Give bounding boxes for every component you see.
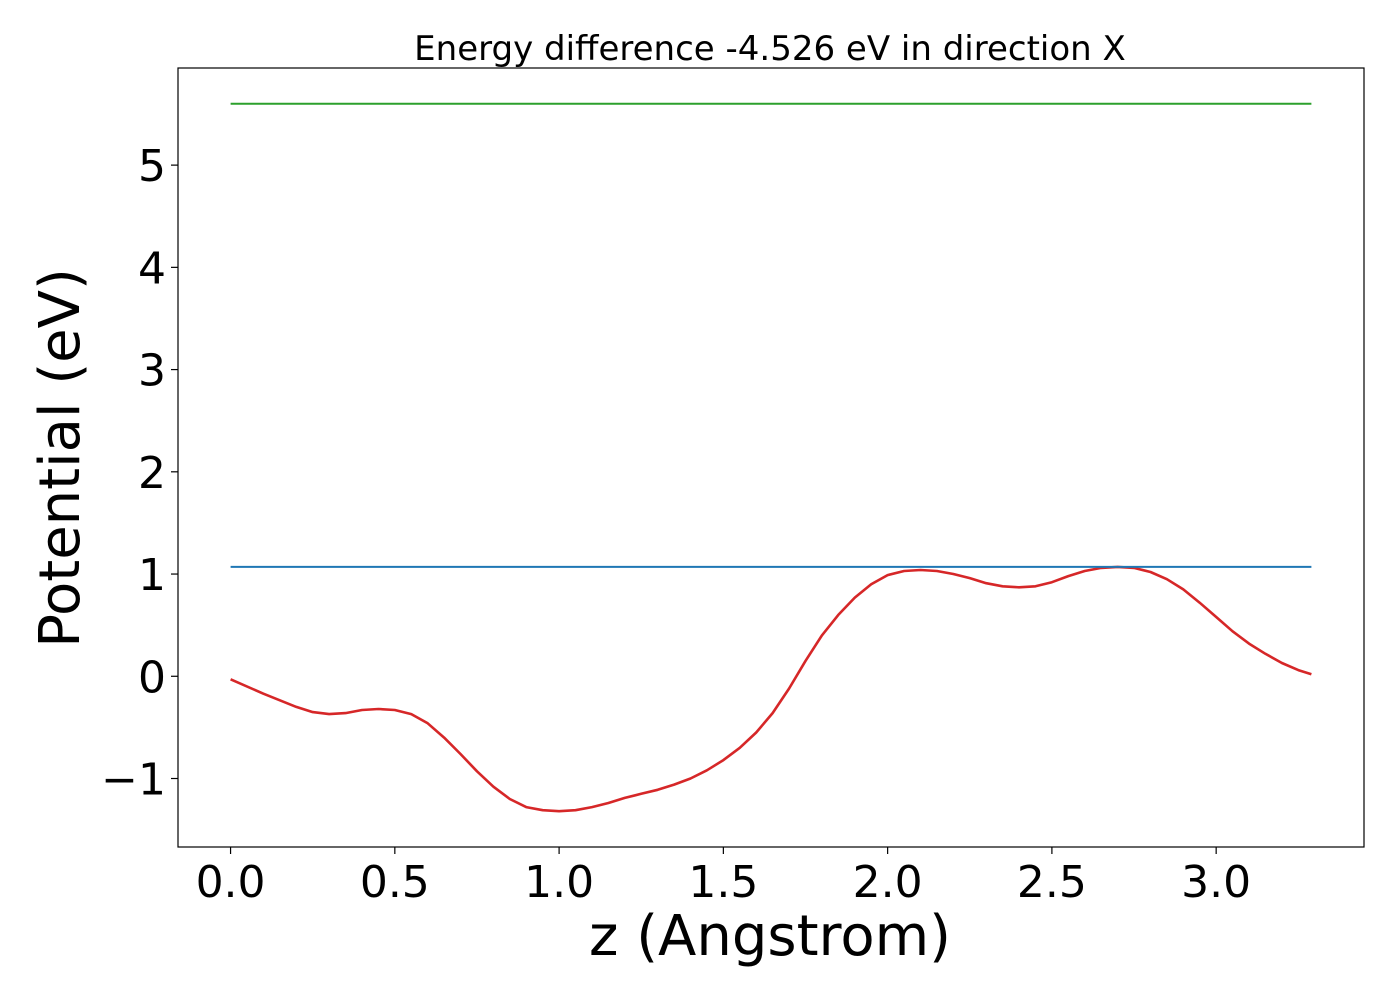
x-tick-label: 0.5	[360, 857, 430, 908]
plot-frame	[177, 67, 1365, 848]
x-tick-label: 1.5	[688, 857, 758, 908]
x-tick-label: 2.5	[1017, 857, 1087, 908]
x-tick-label: 3.0	[1181, 857, 1251, 908]
chart-title: Energy difference -4.526 eV in direction…	[414, 29, 1126, 69]
x-tick-label: 1.0	[524, 857, 594, 908]
y-tick-label: 3	[138, 346, 166, 397]
y-axis-label: Potential (eV)	[28, 268, 93, 648]
x-tick-label: 0.0	[196, 857, 266, 908]
x-axis-label: z (Angstrom)	[589, 904, 951, 969]
y-tick-label: 0	[138, 652, 166, 703]
y-tick-label: 4	[138, 243, 166, 294]
y-tick-label: 5	[138, 141, 166, 192]
series-layer	[230, 102, 1312, 813]
y-tick-label: 1	[138, 550, 166, 601]
y-tick-label: 2	[138, 448, 166, 499]
x-tick-label: 2.0	[853, 857, 923, 908]
x-axis-ticks: 0.0 0.5 1.0 1.5 2.0 2.5 3.0	[196, 847, 1251, 908]
y-axis-ticks: −1 0 1 2 3 4 5	[101, 141, 178, 806]
y-tick-label: −1	[101, 755, 166, 806]
series-potential	[230, 565, 1312, 813]
